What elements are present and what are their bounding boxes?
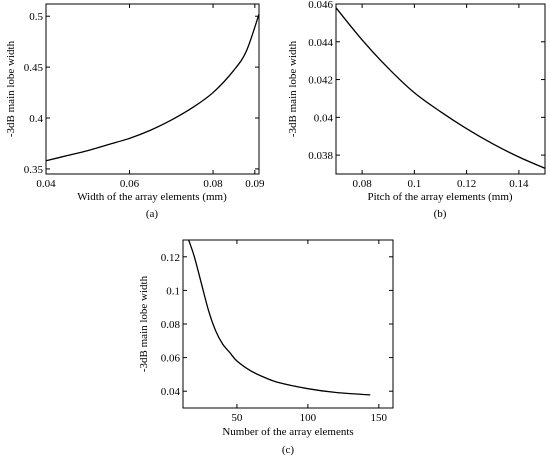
x-tick-labels: 0.04 0.06 0.08 0.09 bbox=[36, 178, 265, 190]
y-tick-label: 0.04 bbox=[314, 112, 334, 124]
y-axis-label: -3dB main lobe width bbox=[138, 275, 150, 372]
tick-marks bbox=[45, 4, 259, 174]
y-axis-label: -3dB main lobe width bbox=[287, 40, 299, 137]
y-tick-label: 0.06 bbox=[161, 353, 181, 365]
y-tick-label: 0.08 bbox=[161, 319, 181, 331]
x-tick-labels: 50 100 150 bbox=[231, 412, 387, 424]
y-tick-labels: 0.04 0.06 0.08 0.1 0.12 bbox=[161, 252, 181, 398]
panel-label: (b) bbox=[434, 208, 447, 220]
y-tick-label: 0.5 bbox=[29, 11, 43, 23]
x-tick-label: 0.06 bbox=[120, 178, 140, 190]
x-axis-label: Pitch of the array elements (mm) bbox=[367, 191, 512, 203]
y-tick-label: 0.4 bbox=[29, 113, 43, 125]
chart-panel-a: 0.04 0.06 0.08 0.09 0.35 0.4 0.45 0.5 Width of… bbox=[5, 3, 265, 220]
x-tick-label: 0.08 bbox=[353, 178, 373, 190]
x-tick-label: 100 bbox=[300, 412, 317, 424]
y-tick-label: 0.35 bbox=[24, 164, 44, 176]
y-tick-label: 0.044 bbox=[308, 37, 333, 49]
x-tick-label: 0.14 bbox=[509, 178, 529, 190]
series-line bbox=[45, 13, 260, 162]
y-axis-label: -3dB main lobe width bbox=[5, 40, 17, 137]
plot-frame bbox=[335, 3, 546, 175]
panel-label: (c) bbox=[282, 444, 295, 456]
tick-marks bbox=[183, 240, 393, 408]
x-tick-labels: 0.08 0.1 0.12 0.14 bbox=[353, 178, 530, 190]
plot-frame bbox=[182, 239, 394, 409]
y-tick-labels: 0.038 0.04 0.042 0.044 0.046 bbox=[308, 0, 333, 162]
chart-panel-c: 50 100 150 0.04 0.06 0.08 0.1 0.12 Number of t… bbox=[138, 239, 394, 456]
y-tick-labels: 0.35 0.4 0.45 0.5 bbox=[24, 11, 44, 176]
x-tick-label: 50 bbox=[231, 412, 243, 424]
panel-label: (a) bbox=[146, 208, 159, 220]
series-line bbox=[335, 7, 546, 169]
x-tick-label: 0.08 bbox=[203, 178, 223, 190]
x-tick-label: 150 bbox=[371, 412, 388, 424]
x-axis-label: Width of the array elements (mm) bbox=[77, 191, 227, 203]
y-tick-label: 0.45 bbox=[24, 62, 44, 74]
y-tick-label: 0.04 bbox=[161, 386, 181, 398]
y-tick-label: 0.046 bbox=[308, 0, 333, 11]
y-tick-label: 0.042 bbox=[308, 75, 333, 87]
chart-panel-b: 0.08 0.1 0.12 0.14 0.038 0.04 0.042 0.044 0.046… bbox=[287, 0, 546, 220]
x-tick-label: 0.1 bbox=[408, 178, 422, 190]
plot-frame bbox=[45, 3, 260, 175]
x-tick-label: 0.12 bbox=[457, 178, 476, 190]
tick-marks bbox=[336, 3, 545, 174]
x-axis-label: Number of the array elements bbox=[222, 426, 353, 438]
x-tick-label: 0.04 bbox=[36, 178, 56, 190]
x-tick-label: 0.09 bbox=[245, 178, 265, 190]
y-tick-label: 0.1 bbox=[166, 285, 180, 297]
y-tick-label: 0.12 bbox=[161, 252, 180, 264]
y-tick-label: 0.038 bbox=[308, 150, 333, 162]
series-line bbox=[188, 239, 371, 396]
